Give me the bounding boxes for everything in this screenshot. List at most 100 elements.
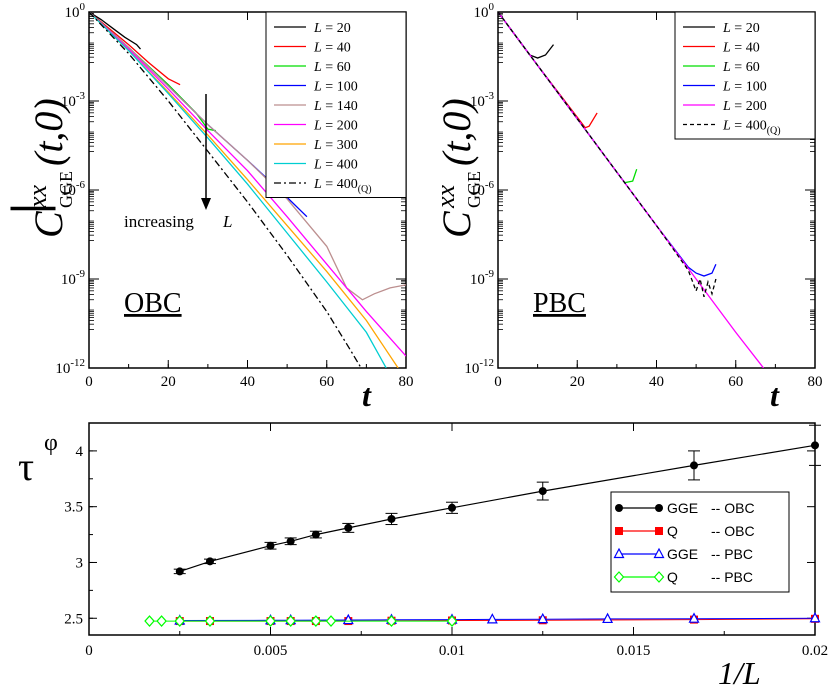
pbc-legend-label: L = 400(Q) — [722, 119, 781, 137]
tau-legend-label-suffix: -- OBC — [711, 500, 755, 516]
pbc-legend-box — [674, 11, 816, 140]
tau-xtick-label: 0.015 — [617, 643, 651, 659]
obc-ylabel-sub: GGE — [56, 171, 76, 208]
pbc-ytick-label: 10-6 — [470, 179, 495, 199]
tau-legend: GGE -- OBC Q -- OBC GGE -- PBC Q -- PBC — [610, 491, 790, 593]
obc-series-line — [89, 12, 181, 86]
marker-triangle — [653, 547, 665, 559]
obc-series-line — [89, 12, 362, 368]
obc-series-line — [89, 12, 141, 50]
marker-circle — [655, 504, 663, 512]
pbc-series-line — [498, 12, 638, 184]
tau-ylabel-main: τ — [18, 444, 34, 489]
tau-xtick-label: 0.02 — [802, 643, 828, 659]
marker-circle — [286, 537, 295, 546]
pbc-xlabel: t — [770, 377, 780, 413]
obc-legend-label: L = 400(Q) — [313, 177, 372, 195]
obc-legend-label: L = 300 — [313, 138, 358, 153]
obc-xtick-label: 80 — [399, 374, 414, 390]
marker-diamond — [156, 615, 167, 627]
marker-triangle — [688, 612, 700, 623]
tau-legend-box — [610, 491, 790, 593]
marker-circle — [811, 441, 819, 450]
marker-circle — [311, 530, 320, 539]
marker-triangle — [809, 611, 821, 623]
pbc-ytick-label: 10-9 — [470, 268, 495, 288]
marker-circle — [538, 487, 547, 496]
pbc-series — [498, 12, 765, 368]
marker-diamond — [386, 615, 397, 627]
obc-series-line — [89, 12, 406, 357]
marker-circle — [387, 514, 396, 523]
pbc-ylabel: C xx GGE (t,0) — [431, 98, 484, 238]
tau-legend-label: Q — [667, 523, 678, 539]
obc-xtick-label: 0 — [85, 374, 93, 390]
obc-panel: 0 20 40 60 80 100 10-3 10-6 10-9 10-12 | C xx GGE… — [0, 1, 414, 413]
tau-ytick-label: 4 — [76, 444, 84, 460]
tau-ylabel-sup: φ — [44, 430, 58, 456]
pbc-legend-label: L = 60 — [722, 60, 760, 75]
obc-ylabel-main: C — [26, 210, 71, 238]
obc-legend-label: L = 140 — [313, 99, 358, 114]
pbc-panel-label: PBC — [533, 288, 586, 319]
obc-legend: L = 20 L = 40 L = 60 L = 100 L = 140 L = 200 L… — [265, 11, 407, 198]
pbc-panel: 0 20 40 60 80 100 10-3 10-6 10-9 10-12 C xx GGE (… — [431, 1, 823, 413]
tau-legend-label-suffix: -- PBC — [711, 546, 753, 562]
obc-xtick-label: 20 — [161, 374, 176, 390]
pbc-ylabel-sub: GGE — [464, 171, 484, 208]
obc-series — [89, 12, 406, 368]
obc-ylabel-bar-left: | — [0, 203, 56, 214]
annotation-var: L — [222, 212, 232, 231]
marker-square — [655, 527, 663, 535]
obc-ylabel: C xx GGE (t,0) — [23, 98, 76, 238]
marker-diamond — [653, 571, 665, 583]
obc-legend-label: L = 200 — [313, 119, 358, 134]
obc-ytick-label: 10-6 — [61, 179, 86, 199]
tau-ticks: 0 0.005 0.01 0.015 0.02 2.5 3 3.5 4 — [64, 422, 828, 659]
tau-legend-label-suffix: -- OBC — [711, 523, 755, 539]
tau-ytick-label: 3 — [76, 555, 84, 571]
marker-diamond — [310, 615, 322, 627]
pbc-xtick-label: 40 — [649, 374, 664, 390]
tau-ytick-label: 2.5 — [64, 611, 83, 627]
pbc-xtick-label: 0 — [494, 374, 502, 390]
obc-ticks: 0 20 40 60 80 100 10-3 10-6 10-9 10-12 — [55, 1, 413, 390]
marker-circle — [344, 523, 353, 532]
pbc-ylabel-main: C — [434, 210, 479, 238]
annotation-arrow-head — [201, 198, 211, 210]
marker-diamond — [325, 615, 337, 627]
obc-ytick-label: 10-3 — [61, 90, 86, 110]
marker-circle — [205, 557, 214, 566]
tau-xtick-label: 0.005 — [254, 643, 288, 659]
pbc-ylabel-sup: xx — [431, 184, 460, 209]
marker-circle — [175, 567, 184, 576]
pbc-series-line — [498, 12, 555, 59]
marker-diamond — [613, 571, 625, 583]
marker-circle — [690, 461, 699, 470]
pbc-ytick-label: 100 — [474, 1, 495, 21]
obc-ytick-label: 10-9 — [61, 268, 86, 288]
marker-triangle — [486, 613, 498, 624]
marker-diamond — [204, 615, 216, 627]
marker-diamond — [285, 615, 296, 627]
pbc-ylabel-args: (t,0) — [434, 98, 479, 166]
obc-xtick-label: 60 — [319, 374, 334, 390]
pbc-legend-label: L = 200 — [722, 99, 767, 114]
obc-annotation: increasing L — [124, 94, 232, 231]
obc-legend-label: L = 60 — [313, 60, 351, 75]
tau-xlabel: 1/L — [718, 655, 761, 691]
pbc-xtick-label: 60 — [728, 374, 743, 390]
marker-square — [615, 527, 623, 535]
tau-legend-label: GGE — [667, 546, 698, 562]
pbc-ytick-label: 10-3 — [470, 90, 495, 110]
obc-legend-label: L = 100 — [313, 80, 358, 95]
obc-ytick-label: 10-12 — [55, 357, 85, 377]
obc-ylabel-args: (t,0) — [26, 98, 71, 166]
marker-diamond — [174, 615, 186, 627]
obc-legend-label: L = 40 — [313, 41, 351, 56]
obc-legend-label: L = 400 — [313, 158, 358, 173]
pbc-xtick-label: 80 — [808, 374, 823, 390]
tau-legend-label: GGE — [667, 500, 698, 516]
annotation-text: increasing — [124, 212, 194, 231]
